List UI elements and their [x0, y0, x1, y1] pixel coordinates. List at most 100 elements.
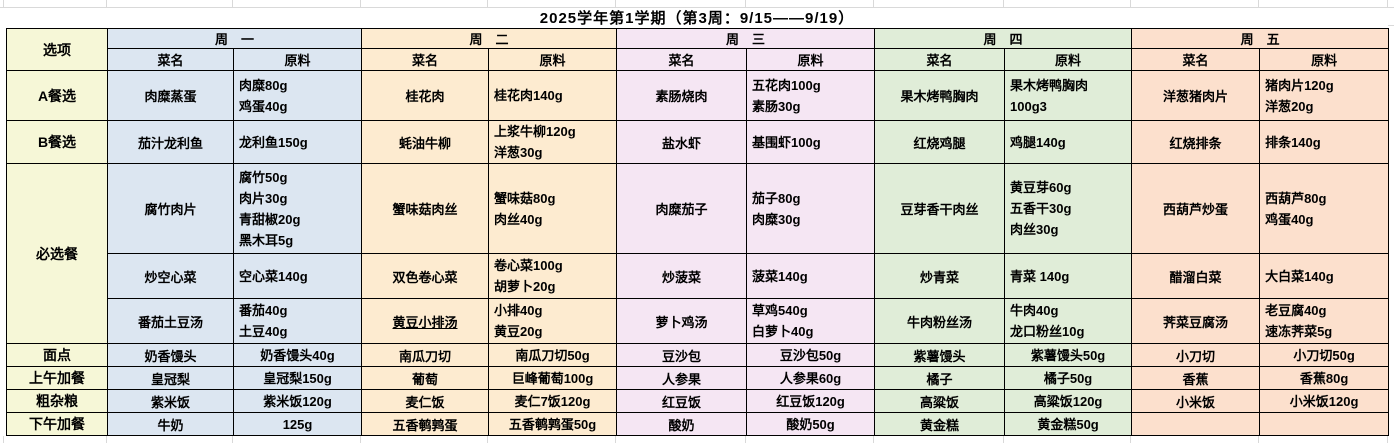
- ingredient-cell[interactable]: 红豆饭120g: [746, 389, 876, 413]
- ingredient-cell[interactable]: 卷心菜100g 胡萝卜20g: [488, 253, 618, 299]
- dish-cell[interactable]: 豆沙包: [616, 343, 748, 367]
- ingredient-cell[interactable]: 基围虾100g: [746, 120, 876, 164]
- day-header-cell[interactable]: 周 四: [874, 28, 1133, 49]
- ingredient-cell[interactable]: 龙利鱼150g: [232, 120, 363, 164]
- dish-cell[interactable]: 西葫芦炒蛋: [1131, 163, 1261, 254]
- ingredient-cell[interactable]: 小米饭120g: [1259, 389, 1390, 413]
- dish-cell[interactable]: 炒菠菜: [616, 253, 748, 299]
- ingredient-cell[interactable]: 小刀切50g: [1259, 343, 1390, 367]
- ingredient-cell[interactable]: 青菜 140g: [1004, 253, 1133, 299]
- ingredient-cell[interactable]: 紫薯馒头50g: [1004, 343, 1133, 367]
- dish-cell[interactable]: 牛奶: [107, 412, 234, 436]
- dish-cell[interactable]: 人参果: [616, 366, 748, 390]
- dish-cell[interactable]: 红烧鸡腿: [874, 120, 1006, 164]
- ingredient-cell[interactable]: 紫米饭120g: [232, 389, 363, 413]
- ingredient-cell[interactable]: 黄豆芽60g 五香干30g 肉丝30g: [1004, 163, 1133, 254]
- dish-cell[interactable]: [1131, 412, 1261, 436]
- row-label-cell[interactable]: B餐选: [6, 120, 108, 164]
- ingredient-cell[interactable]: 人参果60g: [746, 366, 876, 390]
- ingredient-cell[interactable]: 牛肉40g 龙口粉丝10g: [1004, 298, 1133, 344]
- dish-cell[interactable]: 南瓜刀切: [361, 343, 490, 367]
- ingredient-cell[interactable]: 蟹味菇80g 肉丝40g: [488, 163, 618, 254]
- ingredient-cell[interactable]: 高粱饭120g: [1004, 389, 1133, 413]
- day-header-cell[interactable]: 周 二: [361, 28, 618, 49]
- ingredient-cell[interactable]: 橘子50g: [1004, 366, 1133, 390]
- ingredient-cell[interactable]: 奶香馒头40g: [232, 343, 363, 367]
- ingredient-cell[interactable]: 麦仁7饭120g: [488, 389, 618, 413]
- dish-header-cell[interactable]: 菜名: [616, 48, 748, 71]
- ingredient-cell[interactable]: 猪肉片120g 洋葱20g: [1259, 70, 1390, 121]
- dish-cell[interactable]: 奶香馒头: [107, 343, 234, 367]
- ingredient-cell[interactable]: 草鸡540g 白萝卜40g: [746, 298, 876, 344]
- ingredient-cell[interactable]: 上浆牛柳120g 洋葱30g: [488, 120, 618, 164]
- dish-cell[interactable]: 素肠烧肉: [616, 70, 748, 121]
- dish-cell[interactable]: 腐竹肉片: [107, 163, 234, 254]
- ingredient-cell[interactable]: 五香鹌鹑蛋50g: [488, 412, 618, 436]
- ingredient-cell[interactable]: 皇冠梨150g: [232, 366, 363, 390]
- dish-cell[interactable]: 双色卷心菜: [361, 253, 490, 299]
- ingredient-header-cell[interactable]: 原料: [1004, 48, 1133, 71]
- dish-cell[interactable]: 葡萄: [361, 366, 490, 390]
- day-header-cell[interactable]: 周 五: [1131, 28, 1390, 49]
- dish-cell[interactable]: 萝卜鸡汤: [616, 298, 748, 344]
- dish-cell[interactable]: 炒空心菜: [107, 253, 234, 299]
- dish-cell[interactable]: 蚝油牛柳: [361, 120, 490, 164]
- dish-cell[interactable]: 黄豆小排汤: [361, 298, 490, 344]
- dish-cell[interactable]: 红烧排条: [1131, 120, 1261, 164]
- dish-cell[interactable]: 高粱饭: [874, 389, 1006, 413]
- ingredient-cell[interactable]: 腐竹50g 肉片30g 青甜椒20g 黑木耳5g: [232, 163, 363, 254]
- ingredient-header-cell[interactable]: 原料: [1259, 48, 1390, 71]
- ingredient-header-cell[interactable]: 原料: [488, 48, 618, 71]
- row-label-cell[interactable]: 必选餐: [6, 163, 108, 344]
- ingredient-cell[interactable]: 桂花肉140g: [488, 70, 618, 121]
- dish-header-cell[interactable]: 菜名: [361, 48, 490, 71]
- day-header-cell[interactable]: 周 三: [616, 28, 876, 49]
- dish-cell[interactable]: 洋葱猪肉片: [1131, 70, 1261, 121]
- dish-cell[interactable]: 麦仁饭: [361, 389, 490, 413]
- ingredient-cell[interactable]: 黄金糕50g: [1004, 412, 1133, 436]
- ingredient-cell[interactable]: 果木烤鸭胸肉 100g3: [1004, 70, 1133, 121]
- ingredient-cell[interactable]: 鸡腿140g: [1004, 120, 1133, 164]
- ingredient-cell[interactable]: 西葫芦80g 鸡蛋40g: [1259, 163, 1390, 254]
- corner-cell-label[interactable]: 选项: [6, 28, 108, 71]
- row-label-cell[interactable]: 粗杂粮: [6, 389, 108, 413]
- dish-header-cell[interactable]: 菜名: [1131, 48, 1261, 71]
- ingredient-cell[interactable]: 菠菜140g: [746, 253, 876, 299]
- ingredient-cell[interactable]: 巨峰葡萄100g: [488, 366, 618, 390]
- dish-cell[interactable]: 牛肉粉丝汤: [874, 298, 1006, 344]
- dish-cell[interactable]: 红豆饭: [616, 389, 748, 413]
- ingredient-header-cell[interactable]: 原料: [232, 48, 363, 71]
- dish-cell[interactable]: 香蕉: [1131, 366, 1261, 390]
- dish-cell[interactable]: 茄汁龙利鱼: [107, 120, 234, 164]
- ingredient-cell[interactable]: 酸奶50g: [746, 412, 876, 436]
- dish-cell[interactable]: 豆芽香干肉丝: [874, 163, 1006, 254]
- dish-cell[interactable]: 小米饭: [1131, 389, 1261, 413]
- ingredient-cell[interactable]: 125g: [232, 412, 363, 436]
- ingredient-cell[interactable]: 茄子80g 肉糜30g: [746, 163, 876, 254]
- dish-cell[interactable]: 荠菜豆腐汤: [1131, 298, 1261, 344]
- dish-header-cell[interactable]: 菜名: [874, 48, 1006, 71]
- row-label-cell[interactable]: 上午加餐: [6, 366, 108, 390]
- dish-cell[interactable]: 酸奶: [616, 412, 748, 436]
- ingredient-cell[interactable]: 五花肉100g 素肠30g: [746, 70, 876, 121]
- ingredient-cell[interactable]: 排条140g: [1259, 120, 1390, 164]
- dish-cell[interactable]: 橘子: [874, 366, 1006, 390]
- dish-cell[interactable]: 紫米饭: [107, 389, 234, 413]
- ingredient-cell[interactable]: 番茄40g 土豆40g: [232, 298, 363, 344]
- dish-header-cell[interactable]: 菜名: [107, 48, 234, 71]
- dish-cell[interactable]: 炒青菜: [874, 253, 1006, 299]
- ingredient-cell[interactable]: 香蕉80g: [1259, 366, 1390, 390]
- dish-cell[interactable]: 黄金糕: [874, 412, 1006, 436]
- ingredient-cell[interactable]: 肉糜80g 鸡蛋40g: [232, 70, 363, 121]
- row-label-cell[interactable]: 面点: [6, 343, 108, 367]
- dish-cell[interactable]: 肉糜茄子: [616, 163, 748, 254]
- ingredient-cell[interactable]: 大白菜140g: [1259, 253, 1390, 299]
- dish-cell[interactable]: 皇冠梨: [107, 366, 234, 390]
- dish-cell[interactable]: 小刀切: [1131, 343, 1261, 367]
- dish-cell[interactable]: 桂花肉: [361, 70, 490, 121]
- row-label-cell[interactable]: A餐选: [6, 70, 108, 121]
- ingredient-cell[interactable]: 南瓜刀切50g: [488, 343, 618, 367]
- day-header-cell[interactable]: 周 一: [106, 28, 363, 49]
- ingredient-cell[interactable]: 空心菜140g: [232, 253, 363, 299]
- ingredient-header-cell[interactable]: 原料: [746, 48, 876, 71]
